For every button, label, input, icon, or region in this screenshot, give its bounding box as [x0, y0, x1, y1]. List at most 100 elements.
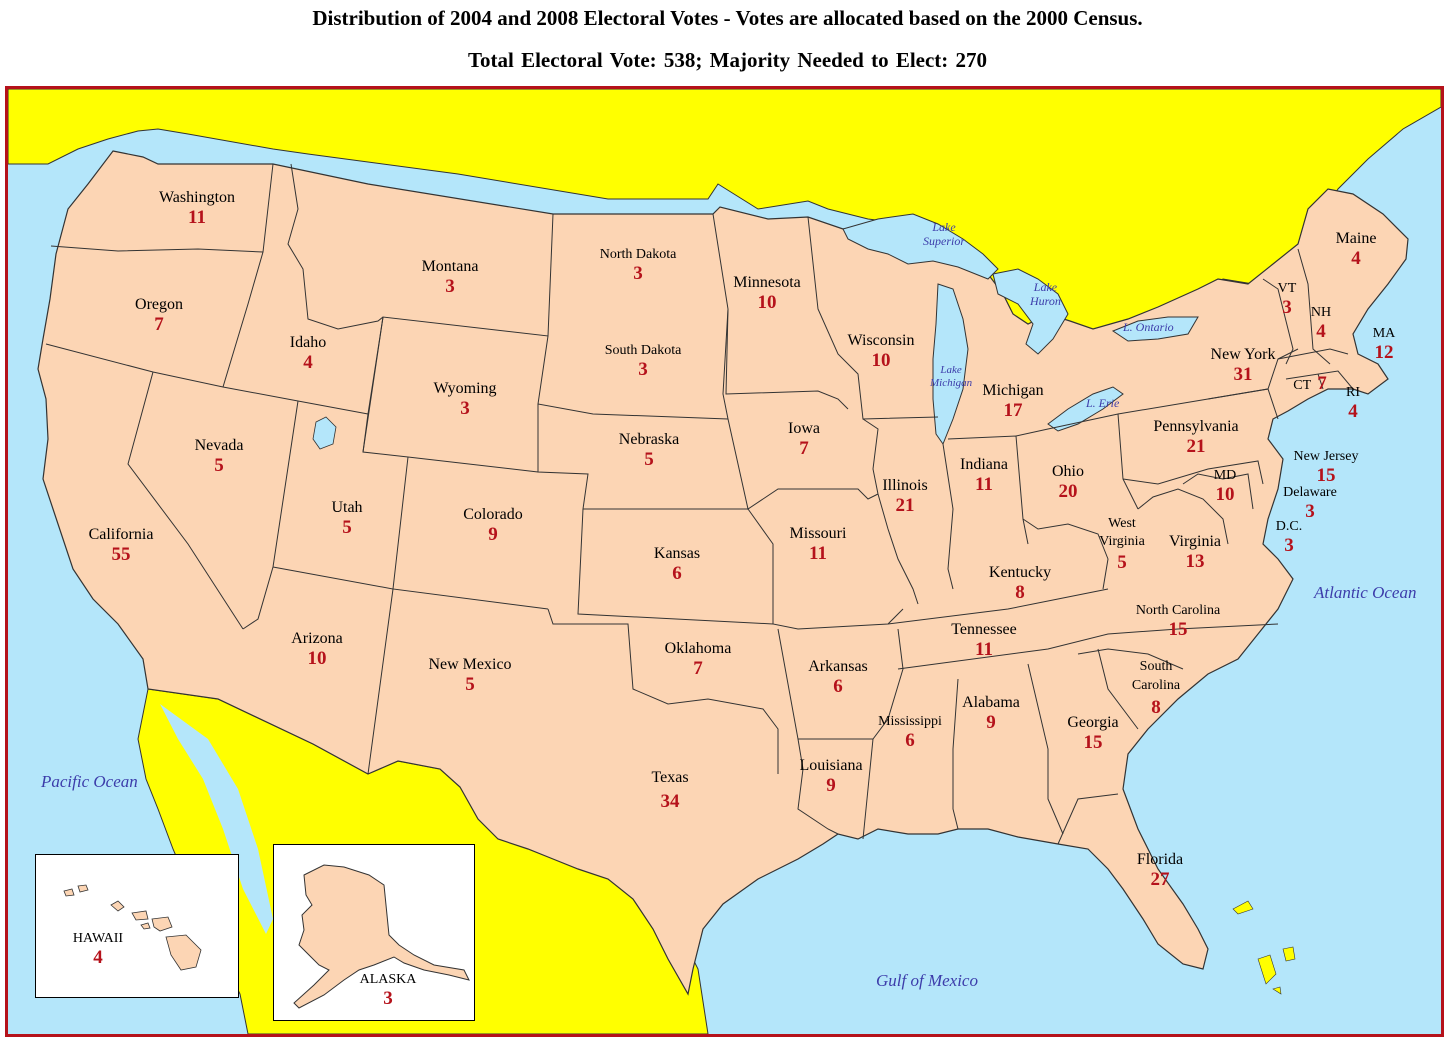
- electoral-votes: 17: [1003, 400, 1023, 421]
- state-label-new-mexico: New Mexico 5: [428, 656, 512, 695]
- electoral-votes: 13: [1185, 551, 1205, 572]
- electoral-votes: 10: [757, 292, 777, 313]
- state-label-maryland: MD 10: [1214, 469, 1237, 505]
- state-label-utah: Utah 5: [331, 500, 362, 538]
- lake-superior-text: Lake Superior: [923, 220, 965, 248]
- state-label-new-hampshire: NH 4: [1310, 305, 1332, 342]
- state-label-hawaii: HAWAII 4: [73, 932, 123, 968]
- state-name: Arkansas: [808, 658, 868, 675]
- state-label-delaware: Delaware 3: [1283, 485, 1337, 522]
- electoral-votes: 7: [799, 438, 809, 459]
- state-label-missouri: Missouri 11: [790, 526, 847, 564]
- state-name: Alabama: [962, 694, 1020, 711]
- electoral-votes: 15: [1316, 465, 1336, 486]
- state-label-new-jersey: New Jersey 15: [1293, 449, 1359, 486]
- electoral-votes: 3: [633, 263, 643, 284]
- state-name: Florida: [1136, 851, 1184, 868]
- state-name: ALASKA: [359, 972, 417, 987]
- state-label-kansas: Kansas 6: [654, 546, 700, 584]
- state-name: South Dakota: [604, 343, 682, 358]
- electoral-votes: 4: [1316, 321, 1326, 342]
- electoral-votes: 9: [826, 775, 836, 796]
- state-name: Indiana: [960, 456, 1008, 473]
- state-name: West Virginia: [1099, 516, 1145, 550]
- state-label-mississippi: Mississippi 6: [878, 714, 942, 751]
- state-label-alabama: Alabama 9: [962, 694, 1020, 733]
- electoral-votes: 7: [693, 658, 703, 679]
- state-label-oklahoma: Oklahoma 7: [665, 641, 732, 679]
- electoral-votes: 9: [488, 524, 498, 545]
- hawaii-inset: [35, 854, 239, 998]
- electoral-votes: 9: [986, 712, 996, 733]
- state-label-rhode-island: RI 4: [1346, 386, 1360, 422]
- state-label-florida: Florida 27: [1136, 851, 1184, 890]
- state-label-arkansas: Arkansas 6: [808, 658, 868, 697]
- electoral-votes: 5: [214, 455, 224, 476]
- state-label-pennsylvania: Pennsylvania 21: [1153, 419, 1238, 457]
- state-name: NH: [1310, 305, 1332, 320]
- state-name: Michigan: [982, 382, 1044, 399]
- lake-michigan-label: Lake Michigan: [930, 364, 972, 389]
- electoral-votes: 8: [1015, 582, 1025, 603]
- electoral-votes: 11: [975, 474, 993, 495]
- electoral-votes: 10: [1215, 484, 1235, 505]
- state-label-louisiana: Louisiana 9: [799, 758, 862, 796]
- state-label-nebraska: Nebraska 5: [618, 431, 680, 470]
- state-name: New Mexico: [428, 656, 512, 673]
- state-label-south-dakota: South Dakota 3: [604, 343, 682, 380]
- state-label-california: California 55: [89, 527, 154, 565]
- electoral-votes: 12: [1374, 342, 1394, 363]
- lake-huron: [992, 268, 1069, 355]
- state-label-kentucky: Kentucky 8: [988, 564, 1052, 603]
- electoral-votes: 3: [1282, 297, 1292, 318]
- lake-superior-label: Lake Superior: [923, 220, 965, 249]
- state-name: Georgia: [1067, 714, 1119, 731]
- state-name: Nebraska: [618, 431, 680, 448]
- state-name: Delaware: [1283, 485, 1337, 500]
- state-label-idaho: Idaho 4: [290, 335, 326, 373]
- state-label-alaska: ALASKA 3: [359, 972, 417, 1009]
- hawaii-shape: [63, 884, 202, 971]
- state-label-indiana: Indiana 11: [960, 456, 1008, 495]
- state-label-ohio: Ohio 20: [1052, 464, 1084, 502]
- atlantic-ocean-label: Atlantic Ocean: [1314, 583, 1417, 602]
- electoral-votes: 4: [93, 947, 103, 968]
- state-label-montana: Montana 3: [422, 259, 479, 297]
- state-label-georgia: Georgia 15: [1067, 714, 1119, 753]
- state-name: Mississippi: [878, 714, 942, 729]
- electoral-votes: 6: [905, 730, 915, 751]
- state-label-nevada: Nevada 5: [194, 437, 244, 476]
- state-name: North Carolina: [1135, 603, 1221, 618]
- state-name: Iowa: [788, 420, 820, 437]
- lake-michigan-text: Lake Michigan: [930, 364, 973, 389]
- electoral-votes: 10: [871, 350, 891, 371]
- state-label-minnesota: Minnesota 10: [733, 275, 801, 313]
- state-name: MA: [1372, 326, 1396, 341]
- electoral-votes: 3: [1284, 535, 1294, 556]
- state-name: Kentucky: [988, 564, 1052, 581]
- state-label-north-dakota: North Dakota 3: [600, 248, 677, 284]
- state-name: New Jersey: [1293, 449, 1359, 464]
- electoral-votes: 21: [895, 495, 915, 516]
- state-name: Nevada: [194, 437, 244, 454]
- electoral-votes: 31: [1233, 364, 1253, 385]
- electoral-votes: 11: [975, 639, 993, 660]
- state-label-wyoming: Wyoming 3: [433, 381, 496, 419]
- state-label-michigan: Michigan 17: [982, 382, 1044, 421]
- state-label-vermont: VT 3: [1278, 282, 1297, 318]
- state-label-south-carolina: South Carolina 8: [1132, 658, 1180, 717]
- state-name: Maine: [1335, 230, 1377, 247]
- pacific-ocean-label: Pacific Ocean: [41, 772, 138, 791]
- state-label-iowa: Iowa 7: [788, 420, 820, 459]
- state-label-maine: Maine 4: [1335, 230, 1377, 269]
- state-label-dc: D.C. 3: [1276, 520, 1302, 556]
- gulf-of-mexico-label: Gulf of Mexico: [876, 971, 978, 990]
- map-title: Distribution of 2004 and 2008 Electoral …: [312, 6, 1143, 30]
- state-label-virginia: Virginia 13: [1169, 534, 1221, 572]
- electoral-votes: 20: [1058, 481, 1078, 502]
- lake-erie-label: L. Erie: [1086, 396, 1120, 410]
- electoral-votes: 4: [303, 352, 313, 373]
- electoral-votes: 8: [1151, 696, 1161, 718]
- state-name: Colorado: [463, 506, 523, 523]
- state-name: CT: [1293, 378, 1312, 393]
